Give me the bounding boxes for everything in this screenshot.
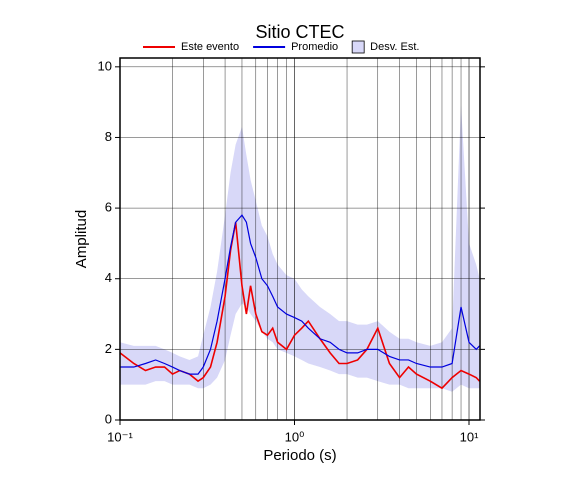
plot-frame <box>119 57 481 421</box>
series-line <box>120 214 481 375</box>
y-axis-label: Amplitud <box>73 210 90 268</box>
y-tick-label: 2 <box>105 341 112 356</box>
y-tick-label: 4 <box>105 270 112 285</box>
y-tick-label: 6 <box>105 200 112 215</box>
y-tick-label: 8 <box>105 129 112 144</box>
x-tick-label: 10¹ <box>460 429 479 444</box>
x-tick-label: 10⁻¹ <box>107 429 133 444</box>
chart-title: Sitio CTEC <box>255 22 344 42</box>
legend-label: Este evento <box>181 41 239 53</box>
y-tick-label: 10 <box>98 58 112 73</box>
x-axis-label: Periodo (s) <box>263 447 336 464</box>
y-tick-label: 0 <box>105 411 112 426</box>
legend-swatch <box>351 40 365 54</box>
legend-label: Promedio <box>291 41 338 53</box>
x-tick-label: 10⁰ <box>285 429 305 444</box>
std-band <box>120 105 480 392</box>
legend-label: Desv. Est. <box>370 41 419 53</box>
series-line <box>119 222 481 390</box>
